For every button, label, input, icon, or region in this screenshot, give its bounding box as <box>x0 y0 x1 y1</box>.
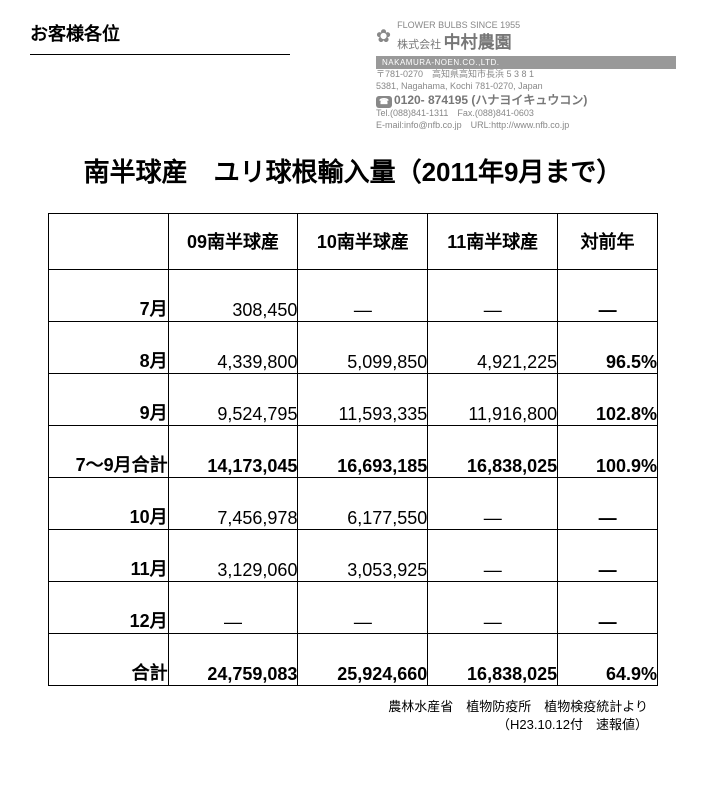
freecall-line: ☎0120- 874195 (ハナヨイキュウコン) <box>376 93 676 109</box>
cell-09: 4,339,800 <box>168 321 298 373</box>
company-name-row: 株式会社 中村農園 <box>397 32 520 54</box>
company-roman: NAKAMURA-NOEN.CO.,LTD. <box>382 58 500 67</box>
row-label: 合計 <box>49 633 169 685</box>
company-prefix: 株式会社 <box>397 39 441 51</box>
table-header-row: 09南半球産 10南半球産 11南半球産 対前年 <box>49 213 658 269</box>
cell-yoy: 96.5% <box>558 321 658 373</box>
cell-10: 16,693,185 <box>298 425 428 477</box>
salutation-text: お客様各位 <box>30 20 290 46</box>
cell-09: — <box>168 581 298 633</box>
cell-11: — <box>428 269 558 321</box>
table-row: 7月308,450——— <box>49 269 658 321</box>
row-label: 9月 <box>49 373 169 425</box>
footnote: 農林水産省 植物防疫所 植物検疫統計より （H23.10.12付 速報値） <box>30 698 676 734</box>
cell-10: — <box>298 269 428 321</box>
cell-yoy: — <box>558 269 658 321</box>
cell-11: 4,921,225 <box>428 321 558 373</box>
cell-09: 9,524,795 <box>168 373 298 425</box>
table-row: 合計24,759,08325,924,66016,838,02564.9% <box>49 633 658 685</box>
row-label: 8月 <box>49 321 169 373</box>
table-row: 8月4,339,8005,099,8504,921,22596.5% <box>49 321 658 373</box>
col-header-yoy: 対前年 <box>558 213 658 269</box>
cell-yoy: 100.9% <box>558 425 658 477</box>
cell-yoy: — <box>558 529 658 581</box>
tel-fax-line: Tel.(088)841-1311 Fax.(088)841-0603 <box>376 108 676 120</box>
company-name: 中村農園 <box>444 33 512 52</box>
logo-text-group: FLOWER BULBS SINCE 1955 株式会社 中村農園 <box>397 20 520 54</box>
salutation-underline <box>30 54 290 55</box>
company-info: ✿ FLOWER BULBS SINCE 1955 株式会社 中村農園 NAKA… <box>376 20 676 132</box>
import-volume-table: 09南半球産 10南半球産 11南半球産 対前年 7月308,450———8月4… <box>48 213 658 686</box>
cell-09: 3,129,060 <box>168 529 298 581</box>
company-roman-bar: NAKAMURA-NOEN.CO.,LTD. <box>376 56 676 70</box>
footnote-source: 農林水産省 植物防疫所 植物検疫統計より <box>30 698 648 716</box>
cell-11: 16,838,025 <box>428 633 558 685</box>
table-row: 11月3,129,0603,053,925—— <box>49 529 658 581</box>
cell-yoy: — <box>558 477 658 529</box>
cell-09: 7,456,978 <box>168 477 298 529</box>
row-label: 10月 <box>49 477 169 529</box>
logo-row: ✿ FLOWER BULBS SINCE 1955 株式会社 中村農園 <box>376 20 676 54</box>
table-body: 7月308,450———8月4,339,8005,099,8504,921,22… <box>49 269 658 685</box>
salutation-block: お客様各位 <box>30 20 290 55</box>
table-row: 7～9月合計14,173,04516,693,18516,838,025100.… <box>49 425 658 477</box>
footnote-date: （H23.10.12付 速報値） <box>30 716 648 734</box>
cell-10: — <box>298 581 428 633</box>
cell-yoy: 64.9% <box>558 633 658 685</box>
col-header-11: 11南半球産 <box>428 213 558 269</box>
cell-10: 6,177,550 <box>298 477 428 529</box>
row-label: 7月 <box>49 269 169 321</box>
cell-11: — <box>428 529 558 581</box>
cell-09: 308,450 <box>168 269 298 321</box>
cell-10: 25,924,660 <box>298 633 428 685</box>
cell-10: 5,099,850 <box>298 321 428 373</box>
col-header-10: 10南半球産 <box>298 213 428 269</box>
cell-yoy: 102.8% <box>558 373 658 425</box>
col-header-blank <box>49 213 169 269</box>
row-label: 12月 <box>49 581 169 633</box>
col-header-09: 09南半球産 <box>168 213 298 269</box>
document-header: お客様各位 ✿ FLOWER BULBS SINCE 1955 株式会社 中村農… <box>30 20 676 132</box>
clover-logo-icon: ✿ <box>376 25 391 48</box>
cell-11: 11,916,800 <box>428 373 558 425</box>
document-title: 南半球産 ユリ球根輸入量（2011年9月まで） <box>30 152 676 189</box>
cell-09: 24,759,083 <box>168 633 298 685</box>
address-line-1: 〒781-0270 高知県高知市長浜 5 3 8 1 <box>376 69 676 81</box>
cell-09: 14,173,045 <box>168 425 298 477</box>
table-header: 09南半球産 10南半球産 11南半球産 対前年 <box>49 213 658 269</box>
email-url-line: E-mail:info@nfb.co.jp URL:http://www.nfb… <box>376 120 676 132</box>
cell-10: 11,593,335 <box>298 373 428 425</box>
table-row: 10月7,456,9786,177,550—— <box>49 477 658 529</box>
row-label: 11月 <box>49 529 169 581</box>
cell-yoy: — <box>558 581 658 633</box>
freecall-icon: ☎ <box>376 96 392 108</box>
address-line-2: 5381, Nagahama, Kochi 781-0270, Japan <box>376 81 676 93</box>
row-label: 7～9月合計 <box>49 425 169 477</box>
table-row: 9月9,524,79511,593,33511,916,800102.8% <box>49 373 658 425</box>
cell-11: — <box>428 477 558 529</box>
freecall-number: 0120- 874195 (ハナヨイキュウコン) <box>394 93 587 107</box>
table-row: 12月———— <box>49 581 658 633</box>
cell-10: 3,053,925 <box>298 529 428 581</box>
logo-tagline: FLOWER BULBS SINCE 1955 <box>397 20 520 32</box>
cell-11: — <box>428 581 558 633</box>
cell-11: 16,838,025 <box>428 425 558 477</box>
